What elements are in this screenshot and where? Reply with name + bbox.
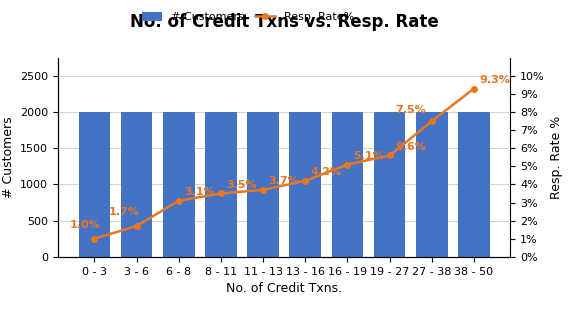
Title: No. of Credit Txns vs. Resp. Rate: No. of Credit Txns vs. Resp. Rate [130, 13, 438, 31]
Text: 1.7%: 1.7% [109, 207, 140, 217]
Bar [247, 112, 279, 257]
Resp. Rate% [218, 192, 224, 195]
Resp. Rate% [470, 87, 477, 91]
Text: 3.7%: 3.7% [269, 176, 299, 186]
Bar [416, 112, 448, 257]
Text: 4.2%: 4.2% [311, 167, 342, 177]
Bar [121, 112, 153, 257]
Bar [205, 112, 237, 257]
Resp. Rate% [344, 163, 351, 167]
Resp. Rate% [175, 199, 182, 203]
Resp. Rate% [133, 224, 140, 228]
Bar [458, 112, 490, 257]
X-axis label: No. of Credit Txns.: No. of Credit Txns. [226, 282, 342, 295]
Resp. Rate% [429, 119, 436, 123]
Text: 9.3%: 9.3% [480, 75, 510, 85]
Bar [163, 112, 194, 257]
Y-axis label: Resp. Rate %: Resp. Rate % [550, 116, 563, 199]
Bar [332, 112, 363, 257]
Text: 5.6%: 5.6% [395, 142, 426, 152]
Text: 7.5%: 7.5% [396, 105, 426, 115]
Text: 5.1%: 5.1% [353, 151, 384, 161]
Resp. Rate% [91, 237, 98, 241]
Resp. Rate% [386, 153, 393, 157]
Resp. Rate% [302, 179, 309, 183]
Legend: # Customers, Resp. Rate%: # Customers, Resp. Rate% [137, 8, 358, 27]
Resp. Rate% [260, 188, 267, 192]
Y-axis label: # Customers: # Customers [2, 117, 15, 198]
Line: Resp. Rate%: Resp. Rate% [92, 86, 477, 241]
Bar [78, 112, 110, 257]
Text: 1.0%: 1.0% [70, 220, 100, 230]
Bar [374, 112, 405, 257]
Bar [289, 112, 321, 257]
Text: 3.5%: 3.5% [226, 180, 257, 190]
Text: 3.1%: 3.1% [184, 187, 215, 197]
